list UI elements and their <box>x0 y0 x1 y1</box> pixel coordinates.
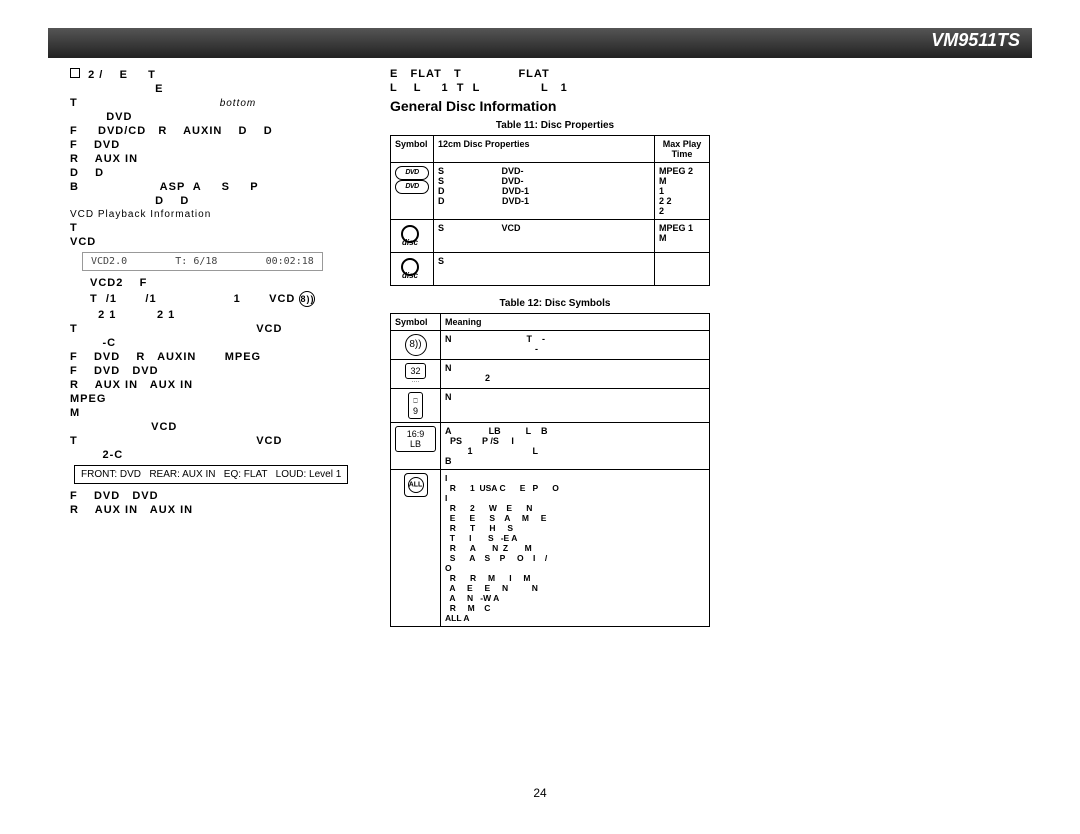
table-row: S DVD- S DVD- D DVD-1 D DVD-1 MPEG 2 M 1… <box>391 163 710 220</box>
text: T bottom <box>70 97 380 109</box>
right-column: E FLAT T FLAT L L 1 T L L 1 General Disc… <box>390 68 720 627</box>
left-column: 2 / E T E T bottom DVD F DVD/CD R AUXIN … <box>70 68 380 518</box>
text: T /1 /1 1 VCD 8)) <box>70 291 380 307</box>
text: VCD <box>70 236 380 248</box>
table-row: S <box>391 253 710 286</box>
disc-logo-icon <box>395 223 425 247</box>
model-number: VM9511TS <box>931 30 1020 51</box>
text: MPEG <box>70 393 380 405</box>
th: Symbol <box>391 136 434 163</box>
table-row: ⎕9 N <box>391 389 710 423</box>
region-globe-icon <box>404 473 428 497</box>
text: F DVD/CD R AUXIN D D <box>70 125 380 137</box>
table-row: I R 1 USA C E P O I R 2 W E N E E S A M … <box>391 470 710 627</box>
text: 2-C <box>70 449 380 461</box>
text: T VCD <box>70 323 380 335</box>
table-disc-properties: Symbol 12cm Disc Properties Max Play Tim… <box>390 135 710 286</box>
text: 2 1 2 1 <box>70 309 380 321</box>
text: B ASP A S P <box>70 181 380 193</box>
section-title: General Disc Information <box>390 98 720 114</box>
speaker-icon: 8)) <box>405 334 427 356</box>
table-row: 16:9 LB A LB L B PS P /S I 1 L B <box>391 423 710 470</box>
status-box: FRONT: DVD REAR: AUX IN EQ: FLAT LOUD: L… <box>74 465 348 484</box>
th: Meaning <box>441 314 710 331</box>
text: R AUX IN AUX IN <box>70 379 380 391</box>
text: D D <box>70 195 380 207</box>
header-bar <box>48 28 1032 58</box>
aspect-ratio-icon: 16:9 LB <box>395 426 436 452</box>
vcd-display: VCD2.0 T: 6/18 00:02:18 <box>82 252 323 271</box>
text: D D <box>70 167 380 179</box>
table-row: 8)) N T - - <box>391 331 710 360</box>
table12-caption: Table 12: Disc Symbols <box>390 298 720 309</box>
text: F DVD DVD <box>70 490 380 502</box>
text: R AUX IN <box>70 153 380 165</box>
text: 2 / E T <box>70 68 380 81</box>
text: L L 1 T L L 1 <box>390 82 720 94</box>
text: R AUX IN AUX IN <box>70 504 380 516</box>
camera-angle-icon: ⎕9 <box>408 392 423 419</box>
vcd-info-label: VCD Playback Information <box>70 209 380 220</box>
text: F DVD DVD <box>70 365 380 377</box>
table-disc-symbols: Symbol Meaning 8)) N T - - 32···· N 2 ⎕9… <box>390 313 710 627</box>
text: F DVD R AUXIN MPEG <box>70 351 380 363</box>
text: T VCD <box>70 435 380 447</box>
text: E <box>70 83 380 95</box>
text: F DVD <box>70 139 380 151</box>
th: Max Play Time <box>655 136 710 163</box>
text: -C <box>70 337 380 349</box>
th: 12cm Disc Properties <box>434 136 655 163</box>
text: VCD <box>70 421 380 433</box>
text: M <box>70 407 380 419</box>
text: T <box>70 222 380 234</box>
text: DVD <box>70 111 380 123</box>
table-row: 32···· N 2 <box>391 360 710 389</box>
table11-caption: Table 11: Disc Properties <box>390 120 720 131</box>
table-row: S VCD MPEG 1 M <box>391 220 710 253</box>
subtitle-icon: 32 <box>405 363 425 379</box>
th: Symbol <box>391 314 441 331</box>
page-number: 24 <box>533 786 546 800</box>
disc-logo-icon <box>395 256 425 280</box>
dvd-logo-icon <box>395 166 429 180</box>
dvd-logo-icon <box>395 180 429 194</box>
text: VCD2 F <box>70 277 380 289</box>
text: E FLAT T FLAT <box>390 68 720 80</box>
